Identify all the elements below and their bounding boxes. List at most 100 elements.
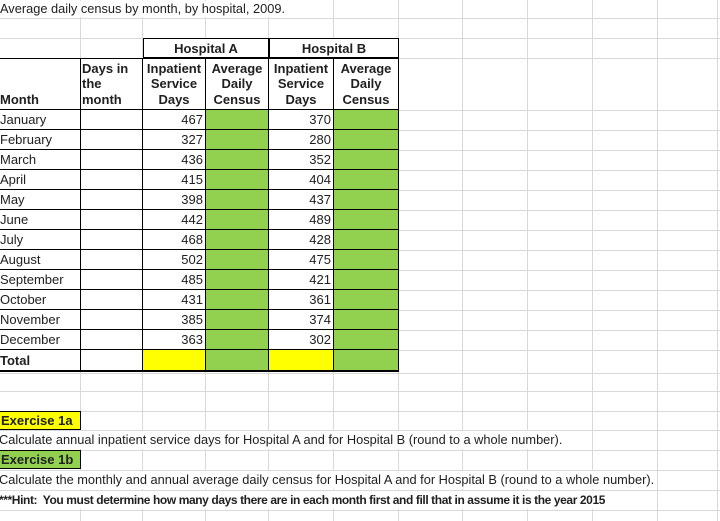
spacer-cell	[0, 38, 81, 58]
cell-total-average-daily-census-b[interactable]	[334, 350, 399, 370]
cell-july-inpatient-service-days-a: 468	[143, 230, 206, 250]
cell-june-average-daily-census-b[interactable]	[334, 210, 399, 230]
cell-october-days-in-month[interactable]	[81, 290, 143, 310]
cell-august-inpatient-service-days-a: 502	[143, 250, 206, 270]
column-header-inpatient-service-days-a: Inpatient Service Days	[143, 58, 206, 110]
cell-february-inpatient-service-days-a: 327	[143, 130, 206, 150]
hint-text: ***Hint: You must determine how many day…	[0, 491, 609, 509]
cell-september-days-in-month[interactable]	[81, 270, 143, 290]
gridline	[0, 18, 720, 19]
cell-january-average-daily-census-b[interactable]	[334, 110, 399, 130]
cell-december-inpatient-service-days-a: 363	[143, 330, 206, 350]
gridline	[0, 470, 720, 471]
cell-march-days-in-month[interactable]	[81, 150, 143, 170]
cell-december-label: December	[0, 330, 81, 350]
hospital-a-group-header: Hospital A	[143, 38, 269, 58]
cell-march-average-daily-census-b[interactable]	[334, 150, 399, 170]
gridline	[0, 510, 720, 511]
cell-august-inpatient-service-days-b: 475	[269, 250, 334, 270]
exercise-1a-instructions: Calculate annual inpatient service days …	[0, 431, 566, 449]
cell-december-average-daily-census-a[interactable]	[206, 330, 269, 350]
cell-december-average-daily-census-b[interactable]	[334, 330, 399, 350]
cell-august-average-daily-census-b[interactable]	[334, 250, 399, 270]
cell-december-days-in-month[interactable]	[81, 330, 143, 350]
census-table: Hospital A Hospital B Month Days in the …	[0, 38, 399, 372]
cell-september-inpatient-service-days-a: 485	[143, 270, 206, 290]
cell-february-average-daily-census-a[interactable]	[206, 130, 269, 150]
cell-december-inpatient-service-days-b: 302	[269, 330, 334, 350]
gridline	[717, 0, 718, 521]
gridline	[0, 490, 720, 491]
cell-total-average-daily-census-a[interactable]	[206, 350, 269, 370]
cell-may-average-daily-census-a[interactable]	[206, 190, 269, 210]
cell-july-label: July	[0, 230, 81, 250]
cell-september-average-daily-census-a[interactable]	[206, 270, 269, 290]
column-header-days-in-month: Days in the month	[81, 58, 143, 110]
cell-november-inpatient-service-days-a: 385	[143, 310, 206, 330]
cell-may-days-in-month[interactable]	[81, 190, 143, 210]
cell-october-inpatient-service-days-b: 361	[269, 290, 334, 310]
gridline	[462, 0, 463, 521]
cell-january-average-daily-census-a[interactable]	[206, 110, 269, 130]
cell-april-label: April	[0, 170, 81, 190]
cell-september-average-daily-census-b[interactable]	[334, 270, 399, 290]
cell-september-label: September	[0, 270, 81, 290]
cell-march-average-daily-census-a[interactable]	[206, 150, 269, 170]
cell-january-inpatient-service-days-a: 467	[143, 110, 206, 130]
cell-april-average-daily-census-a[interactable]	[206, 170, 269, 190]
spacer-cell	[81, 38, 143, 58]
sheet-title-cell: Average daily census by month, by hospit…	[0, 1, 292, 17]
cell-november-average-daily-census-b[interactable]	[334, 310, 399, 330]
cell-october-average-daily-census-b[interactable]	[334, 290, 399, 310]
column-header-average-daily-census-a: Average Daily Census	[206, 58, 269, 110]
gridline	[0, 391, 720, 392]
cell-august-days-in-month[interactable]	[81, 250, 143, 270]
gridline	[0, 411, 720, 412]
cell-june-inpatient-service-days-b: 489	[269, 210, 334, 230]
cell-november-days-in-month[interactable]	[81, 310, 143, 330]
exercise-1b-instructions: Calculate the monthly and annual average…	[0, 471, 658, 489]
column-header-month: Month	[0, 58, 81, 110]
cell-july-inpatient-service-days-b: 428	[269, 230, 334, 250]
cell-april-days-in-month[interactable]	[81, 170, 143, 190]
cell-february-average-daily-census-b[interactable]	[334, 130, 399, 150]
cell-march-inpatient-service-days-b: 352	[269, 150, 334, 170]
hospital-b-group-header: Hospital B	[269, 38, 399, 58]
cell-september-inpatient-service-days-b: 421	[269, 270, 334, 290]
cell-total-inpatient-service-days-a[interactable]	[143, 350, 206, 370]
cell-november-label: November	[0, 310, 81, 330]
exercise-1a-label-cell: Exercise 1a	[0, 411, 81, 430]
cell-june-days-in-month[interactable]	[81, 210, 143, 230]
cell-january-inpatient-service-days-b: 370	[269, 110, 334, 130]
gridline	[0, 430, 720, 431]
gridline	[657, 0, 658, 521]
cell-total-inpatient-service-days-b[interactable]	[269, 350, 334, 370]
cell-august-average-daily-census-a[interactable]	[206, 250, 269, 270]
cell-february-label: February	[0, 130, 81, 150]
cell-july-average-daily-census-a[interactable]	[206, 230, 269, 250]
cell-may-average-daily-census-b[interactable]	[334, 190, 399, 210]
cell-may-inpatient-service-days-b: 437	[269, 190, 334, 210]
cell-october-label: October	[0, 290, 81, 310]
cell-july-days-in-month[interactable]	[81, 230, 143, 250]
cell-november-average-daily-census-a[interactable]	[206, 310, 269, 330]
cell-april-inpatient-service-days-a: 415	[143, 170, 206, 190]
cell-march-inpatient-service-days-a: 436	[143, 150, 206, 170]
cell-total-days-in-month	[81, 350, 143, 370]
cell-april-average-daily-census-b[interactable]	[334, 170, 399, 190]
cell-june-inpatient-service-days-a: 442	[143, 210, 206, 230]
cell-july-average-daily-census-b[interactable]	[334, 230, 399, 250]
cell-october-average-daily-census-a[interactable]	[206, 290, 269, 310]
cell-january-days-in-month[interactable]	[81, 110, 143, 130]
cell-october-inpatient-service-days-a: 431	[143, 290, 206, 310]
cell-february-days-in-month[interactable]	[81, 130, 143, 150]
cell-february-inpatient-service-days-b: 280	[269, 130, 334, 150]
column-header-average-daily-census-b: Average Daily Census	[334, 58, 399, 110]
gridline	[592, 0, 593, 521]
cell-june-average-daily-census-a[interactable]	[206, 210, 269, 230]
gridline	[0, 450, 720, 451]
cell-may-label: May	[0, 190, 81, 210]
gridline	[527, 0, 528, 521]
gridline	[0, 373, 720, 374]
